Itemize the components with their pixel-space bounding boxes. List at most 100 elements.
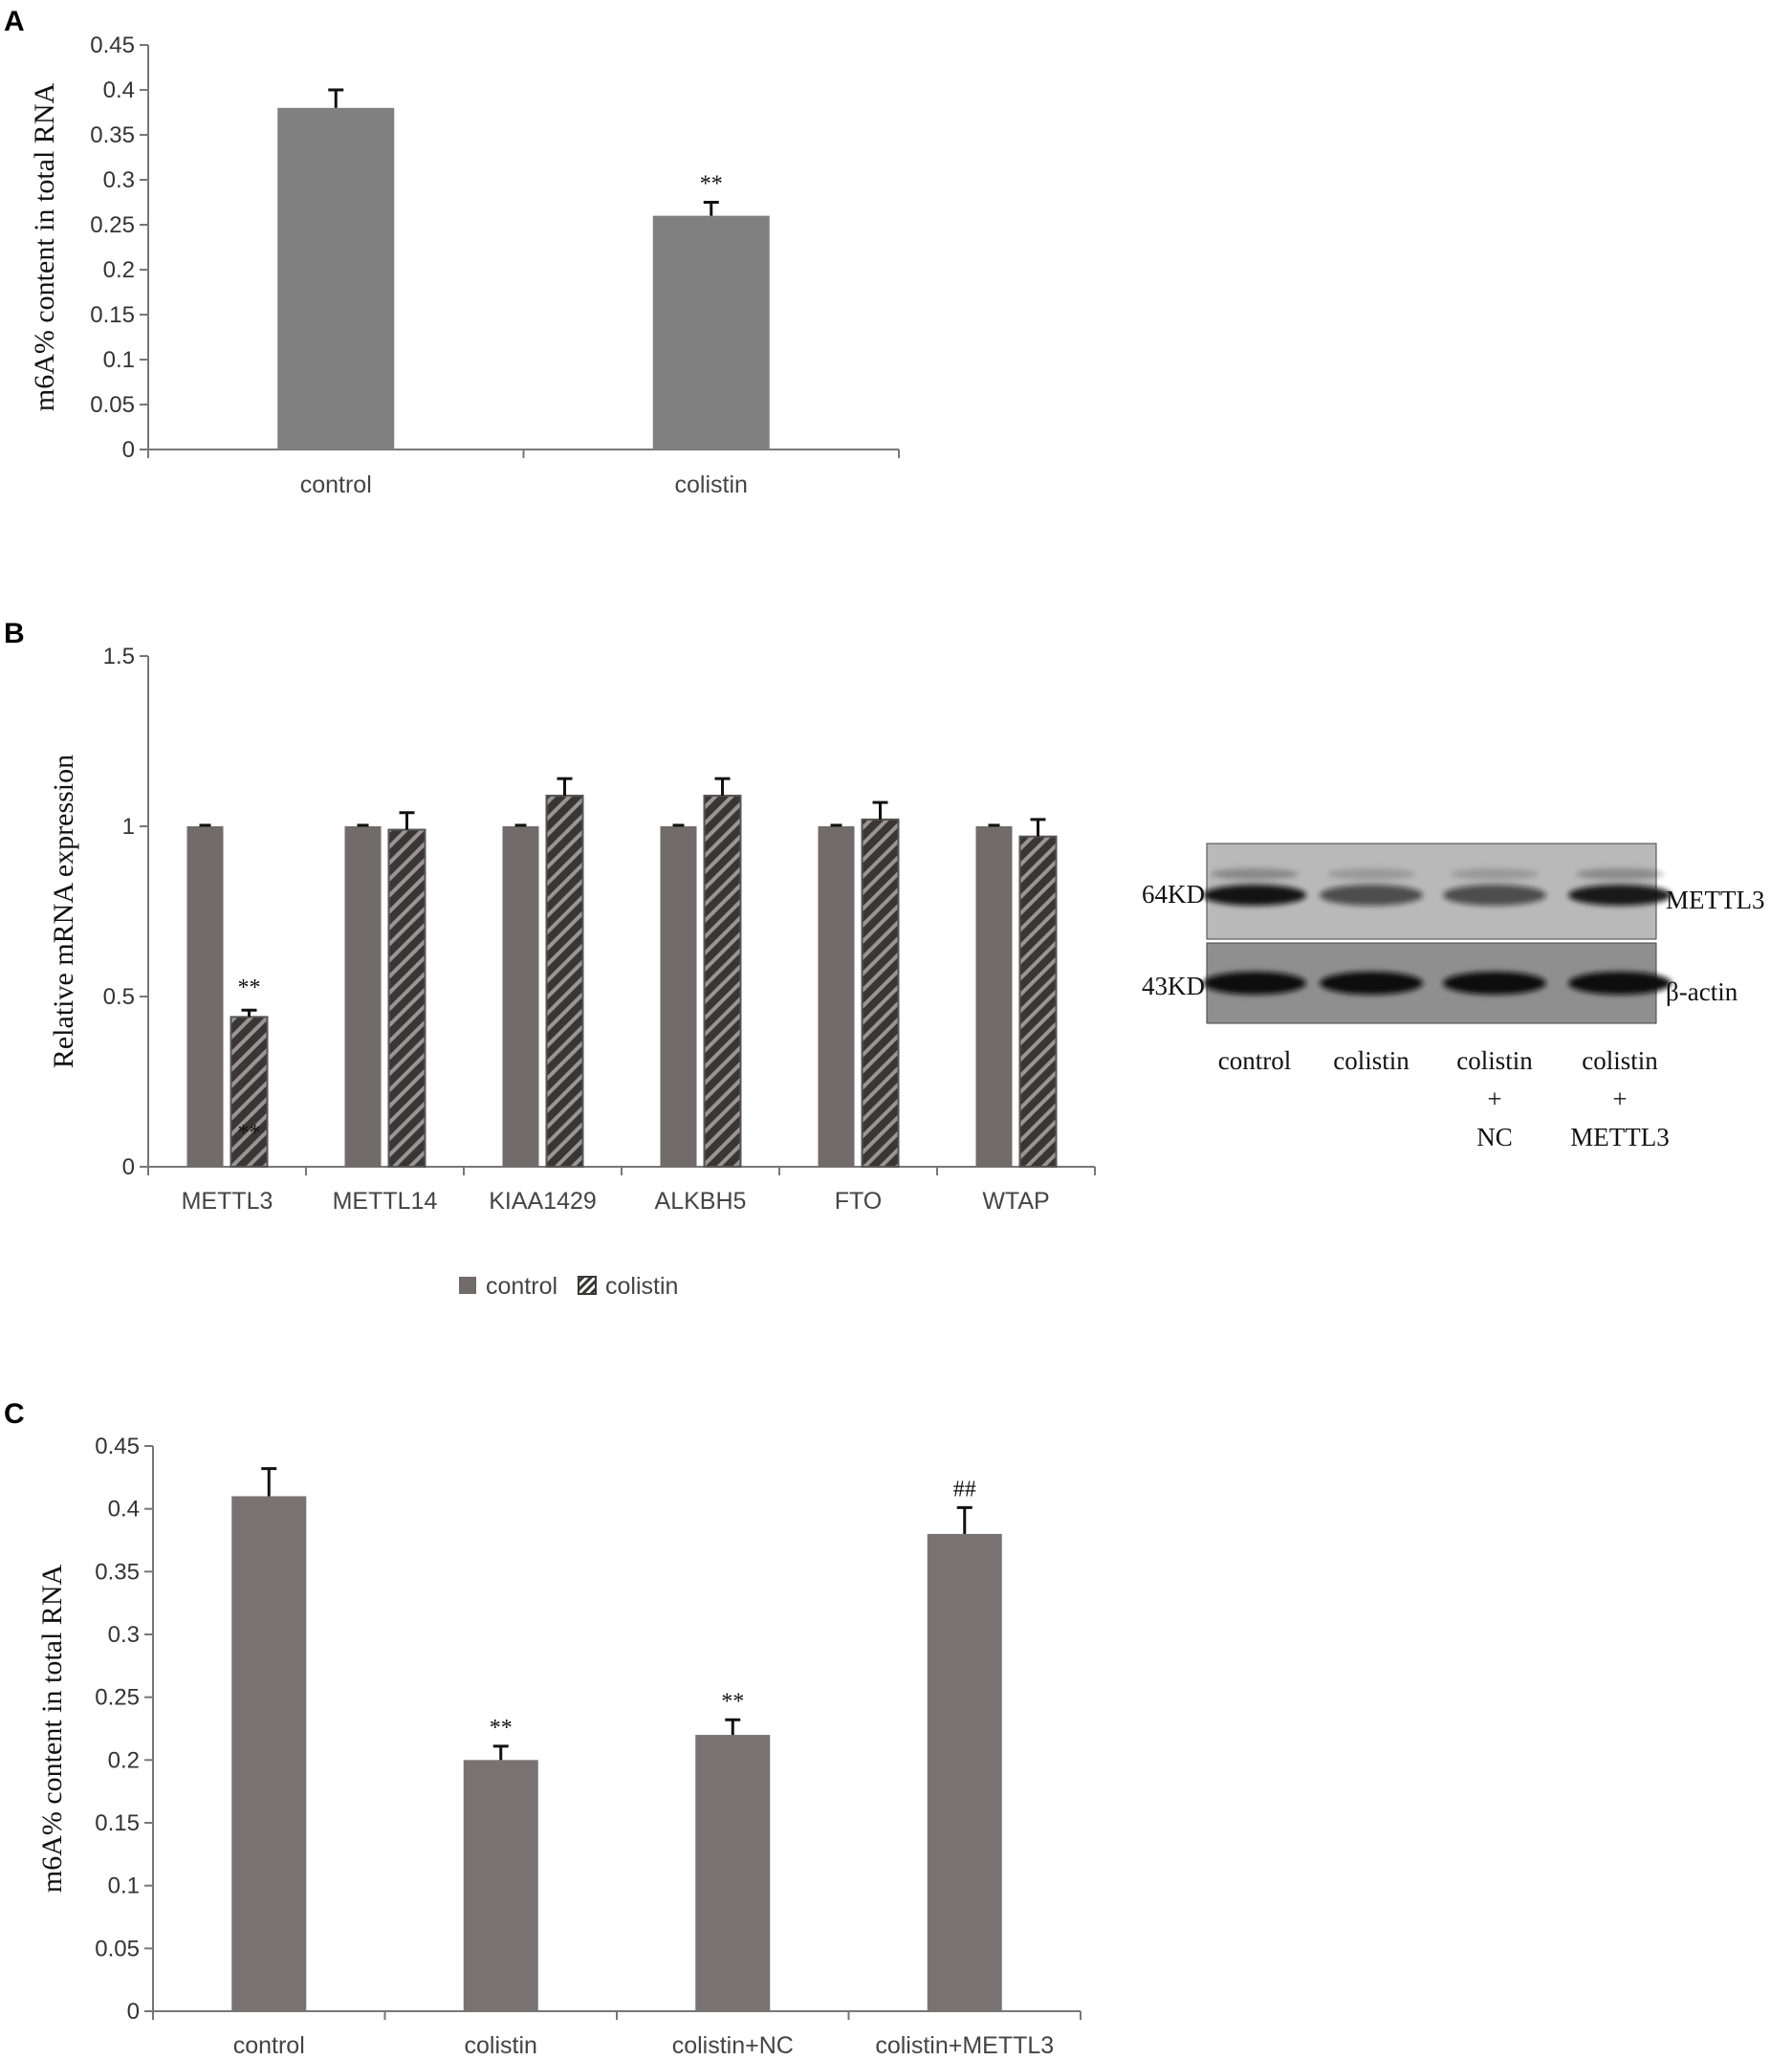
category-label: METTL3 bbox=[182, 1188, 273, 1215]
y-tick-label: 0.3 bbox=[108, 1622, 140, 1648]
molecular-weight-marker: 43KD bbox=[1142, 972, 1205, 1000]
y-tick-label: 0.3 bbox=[103, 167, 135, 193]
significance-marker: ** bbox=[490, 1716, 513, 1741]
bar-control-mettl3 bbox=[186, 826, 224, 1167]
y-tick-label: 0.25 bbox=[95, 1685, 140, 1711]
blot-band bbox=[1568, 972, 1672, 995]
y-tick-label: 0.25 bbox=[90, 212, 135, 238]
category-label: control bbox=[233, 2032, 305, 2059]
bar-colistin-fto bbox=[861, 818, 900, 1168]
y-tick-label: 0.45 bbox=[90, 33, 135, 58]
western-blot: 64KD METTL3 43KD β-actin control colistin coli… bbox=[1142, 843, 1764, 1151]
blot-band-faint bbox=[1451, 868, 1539, 880]
molecular-weight-marker: 64KD bbox=[1142, 880, 1205, 909]
bar-colistin-mettl3 bbox=[229, 1016, 269, 1168]
chart-a: 0 0.05 0.1 0.15 0.2 0.25 0.3 0.35 0.4 0.45 control… bbox=[29, 33, 900, 498]
bar-colistin-wtap bbox=[1018, 835, 1058, 1168]
y-tick-label: 0.45 bbox=[95, 1434, 140, 1459]
panel-letter-b: B bbox=[4, 618, 25, 649]
y-tick-label: 0.2 bbox=[103, 257, 135, 283]
y-tick-label: 0.4 bbox=[108, 1497, 140, 1523]
bar-colistin-mettl3 bbox=[927, 1533, 1002, 2011]
bar-control bbox=[277, 107, 395, 450]
chart-b: 0 0.5 1 1.5 METTL3 METTL14 KIAA1429 ALKBH5 FTO WT… bbox=[48, 644, 1096, 1215]
lane-label: colistin bbox=[1333, 1046, 1410, 1075]
significance-marker: ** bbox=[238, 1121, 261, 1146]
lane-label: NC bbox=[1476, 1123, 1513, 1151]
y-tick-label: 0.1 bbox=[108, 1874, 140, 1899]
category-label: colistin+NC bbox=[672, 2032, 794, 2059]
blot-band bbox=[1568, 885, 1672, 906]
blot-band-faint bbox=[1211, 868, 1299, 880]
y-tick-label: 0.05 bbox=[90, 392, 135, 418]
bar-colistin bbox=[652, 215, 770, 449]
panel-letter-a: A bbox=[4, 6, 25, 37]
y-tick-label: 0 bbox=[127, 1999, 140, 2025]
y-axis-title: m6A% content in total RNA bbox=[29, 83, 60, 412]
y-tick-label: 0.2 bbox=[108, 1747, 140, 1773]
category-label: WTAP bbox=[982, 1188, 1049, 1215]
y-axis-title: Relative mRNA expression bbox=[48, 755, 79, 1068]
blot-band bbox=[1203, 972, 1306, 995]
category-label: ALKBH5 bbox=[655, 1188, 747, 1215]
blot-band bbox=[1443, 972, 1546, 995]
bar-control-kiaa1429 bbox=[502, 826, 539, 1167]
y-tick-label: 0.35 bbox=[90, 122, 135, 148]
blot-band bbox=[1203, 885, 1306, 906]
lane-label: + bbox=[1612, 1085, 1627, 1113]
bar-colistin-nc bbox=[695, 1735, 771, 2011]
y-tick-label: 0.5 bbox=[103, 984, 135, 1010]
blot-band bbox=[1443, 885, 1546, 906]
panel-letter-c: C bbox=[4, 1398, 25, 1430]
bar-control bbox=[231, 1496, 307, 2011]
lane-label: colistin bbox=[1582, 1046, 1658, 1075]
bar-control-mettl14 bbox=[344, 826, 382, 1167]
significance-marker: ** bbox=[238, 975, 261, 1000]
y-axis-title: m6A% content in total RNA bbox=[36, 1565, 68, 1894]
blot-band bbox=[1320, 972, 1423, 995]
legend-swatch-colistin bbox=[578, 1276, 597, 1295]
lane-label: METTL3 bbox=[1570, 1123, 1669, 1151]
bar-control-alkbh5 bbox=[660, 826, 697, 1167]
y-tick-label: 0 bbox=[122, 437, 135, 463]
y-tick-label: 0.15 bbox=[90, 302, 135, 328]
category-label: colistin bbox=[465, 2032, 537, 2059]
category-label: FTO bbox=[835, 1188, 883, 1215]
blot-band-faint bbox=[1327, 868, 1415, 880]
category-label: control bbox=[300, 471, 372, 498]
y-tick-label: 0 bbox=[122, 1154, 135, 1180]
legend-label-colistin: colistin bbox=[605, 1273, 678, 1300]
bar-colistin bbox=[463, 1760, 538, 2011]
legend-label-control: control bbox=[486, 1273, 557, 1300]
significance-marker: ## bbox=[953, 1477, 976, 1501]
y-tick-label: 1.5 bbox=[103, 644, 135, 669]
category-label: KIAA1429 bbox=[489, 1188, 597, 1215]
bar-control-wtap bbox=[975, 826, 1013, 1167]
lane-label: control bbox=[1218, 1046, 1291, 1075]
y-tick-label: 0.35 bbox=[95, 1559, 140, 1585]
y-tick-label: 0.15 bbox=[95, 1810, 140, 1836]
legend-b: control colistin bbox=[459, 1273, 678, 1300]
legend-swatch-control bbox=[459, 1277, 476, 1294]
blot-band bbox=[1320, 885, 1423, 906]
y-tick-label: 1 bbox=[122, 814, 135, 840]
bar-colistin-kiaa1429 bbox=[545, 794, 584, 1169]
lane-label: colistin bbox=[1456, 1046, 1533, 1075]
bar-colistin-alkbh5 bbox=[703, 794, 742, 1169]
category-label: METTL14 bbox=[333, 1188, 438, 1215]
category-label: colistin+METTL3 bbox=[875, 2032, 1054, 2059]
chart-c: 0 0.05 0.1 0.15 0.2 0.25 0.3 0.35 0.4 0.45 control… bbox=[36, 1434, 1082, 2059]
protein-label: β-actin bbox=[1666, 977, 1738, 1006]
blot-band-faint bbox=[1576, 868, 1664, 880]
protein-label: METTL3 bbox=[1666, 886, 1764, 914]
bar-colistin-mettl14 bbox=[387, 828, 426, 1168]
category-label: colistin bbox=[675, 471, 748, 498]
y-tick-label: 0.05 bbox=[95, 1936, 140, 1961]
lane-label: + bbox=[1487, 1085, 1501, 1113]
y-tick-label: 0.4 bbox=[103, 77, 135, 103]
bar-control-fto bbox=[818, 826, 855, 1167]
significance-marker: ** bbox=[721, 1689, 744, 1714]
y-tick-label: 0.1 bbox=[103, 347, 135, 373]
significance-marker: ** bbox=[700, 172, 723, 197]
